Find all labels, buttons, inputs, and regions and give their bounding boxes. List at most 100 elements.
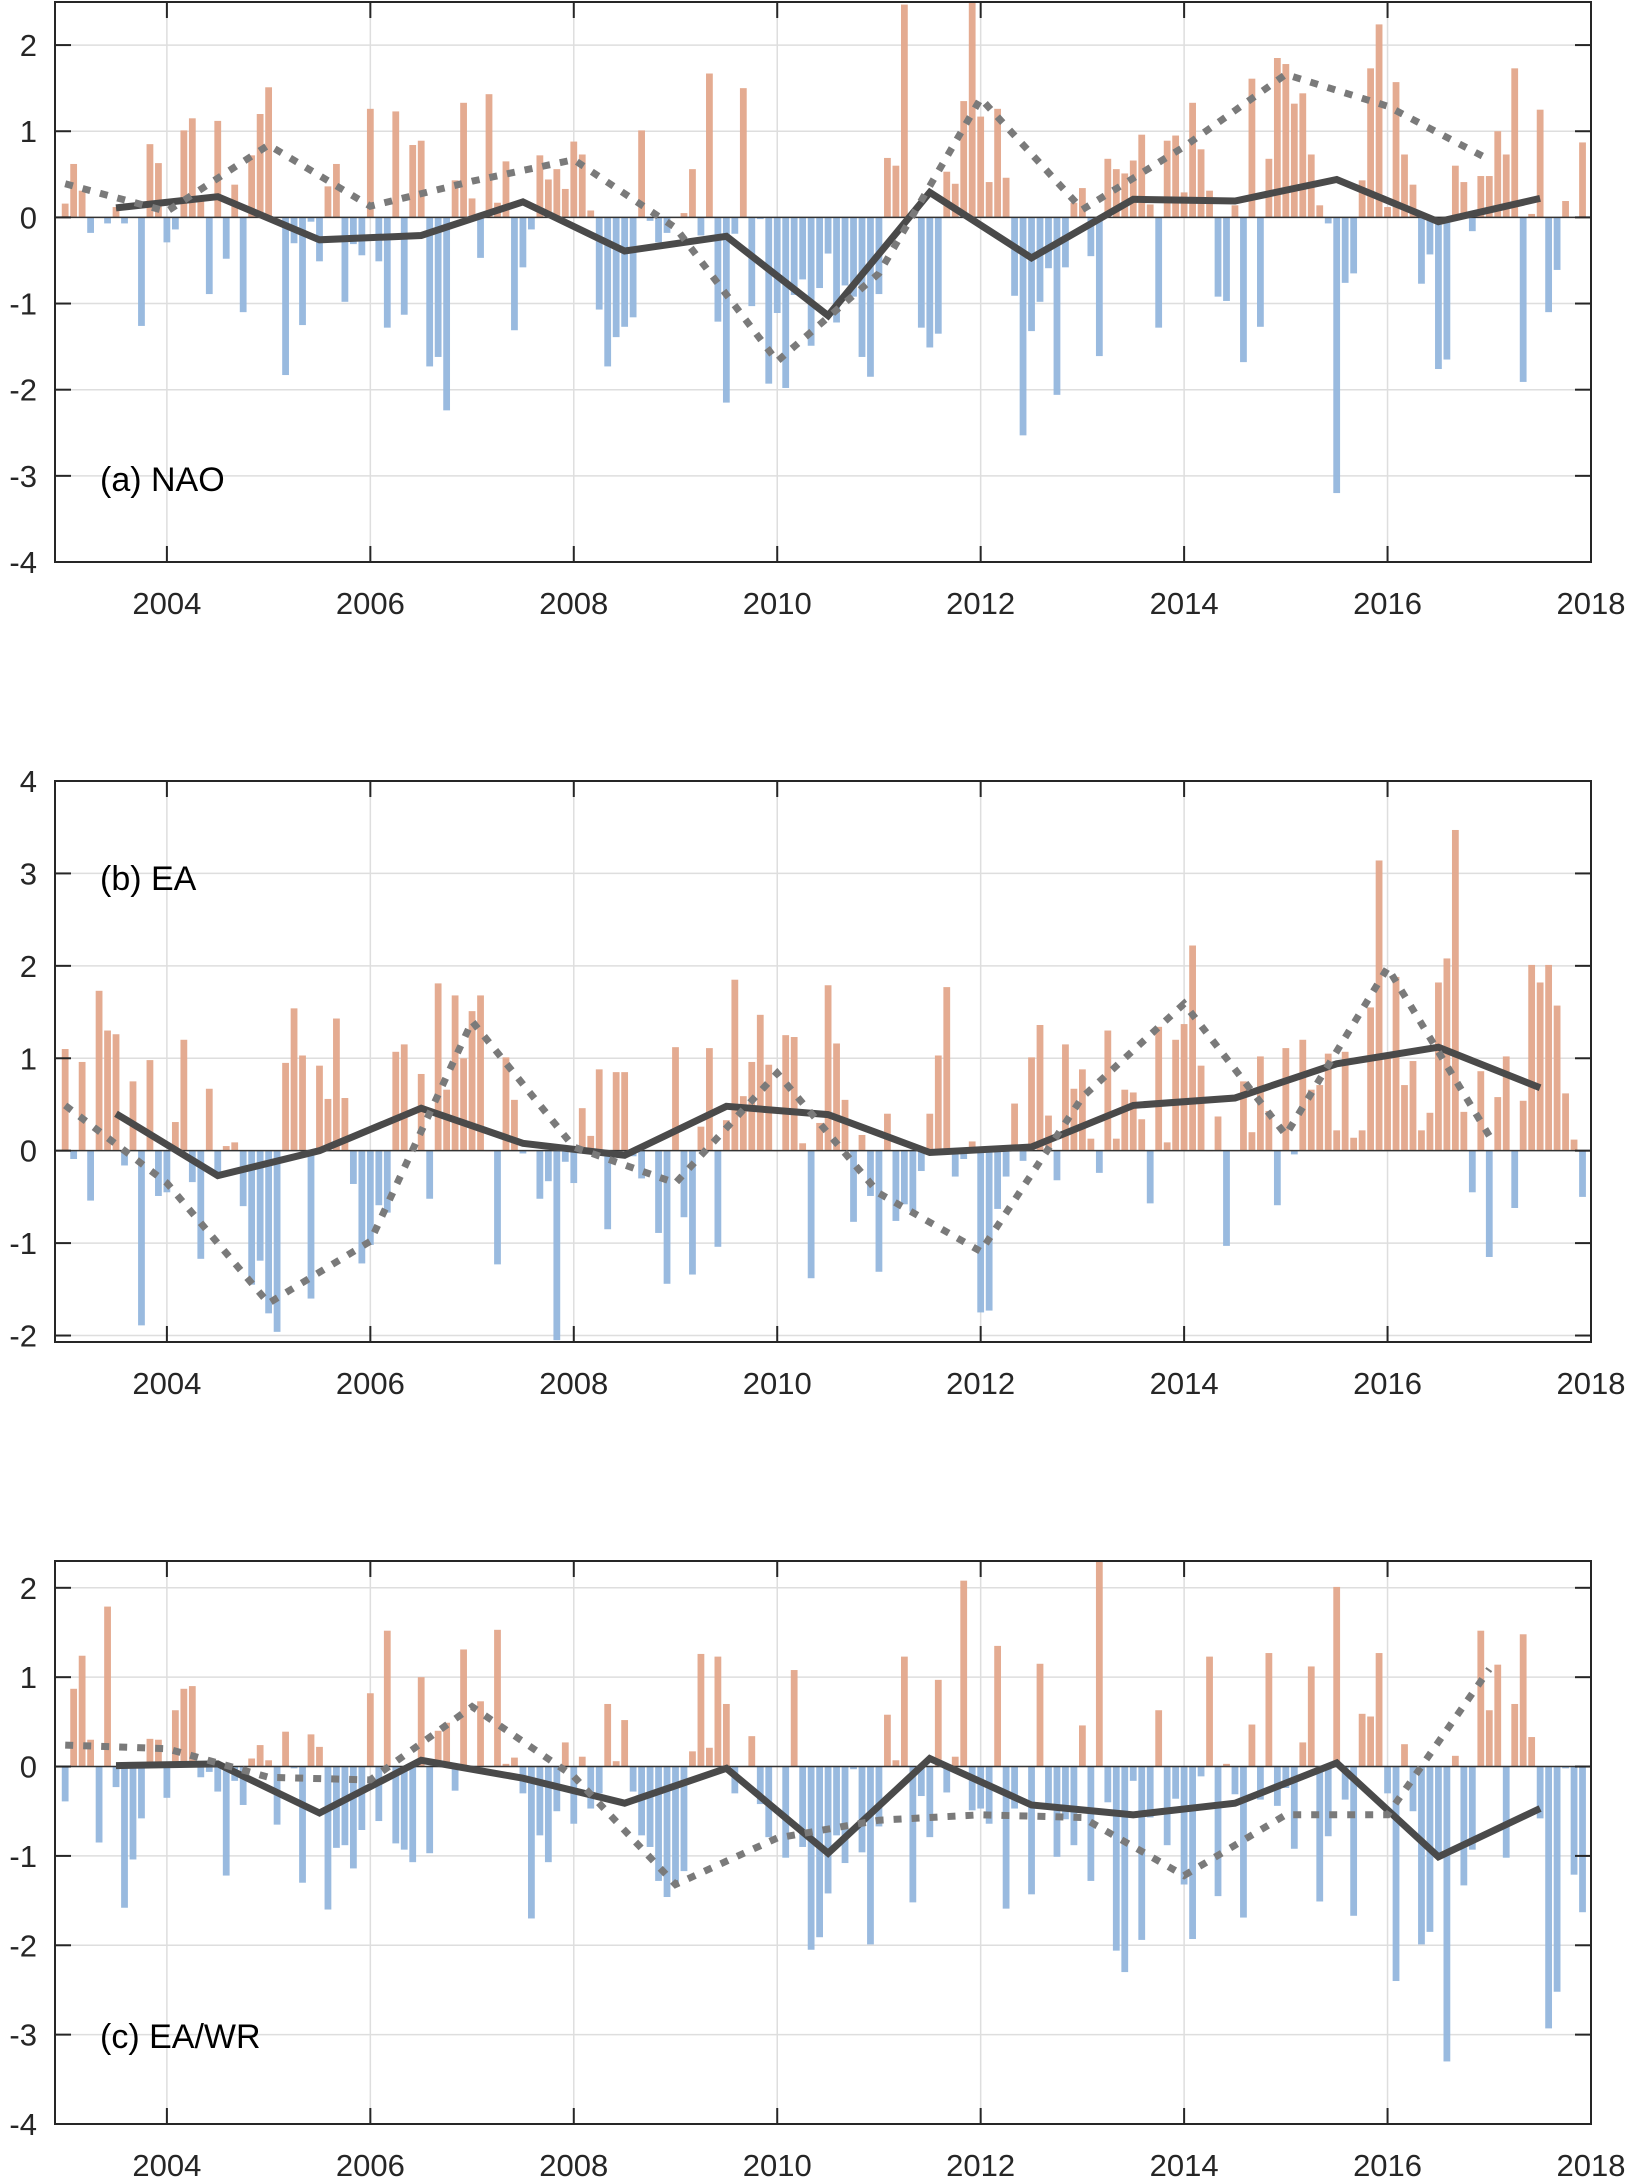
bar-positive [477,1701,484,1767]
bar-negative [587,1766,595,1809]
bar-positive [1087,1138,1095,1151]
bar-negative [349,217,357,245]
x-tick-label: 2014 [1150,2148,1219,2182]
bar-negative [392,1766,400,1844]
bar-positive [612,1072,620,1151]
bar-positive [1121,173,1129,218]
bar-positive [900,1656,908,1767]
bar-positive [502,161,510,218]
bar-negative [756,1766,764,1805]
bar-negative [604,1150,612,1230]
bar-positive [553,169,561,218]
series-lines [65,1667,1542,1889]
bar-positive [1197,149,1205,218]
bar-negative [307,217,315,222]
bar-positive [951,183,959,218]
bar-negative [299,217,306,326]
bar-positive [1358,1713,1366,1767]
bar-negative [434,217,442,357]
panel-nao: -4 -3 -2 -1 0 1 2 2004 2006 2008 2010 2012 2014 2016 2… [9,1,1625,621]
bar-positive [604,1703,612,1767]
bar-positive [1528,1737,1536,1767]
x-tick-label: 2014 [1150,1366,1219,1401]
bar-negative [1468,217,1476,232]
bar-negative [341,217,349,302]
bar-negative [1062,1766,1069,1820]
x-tick-label: 2008 [539,2148,608,2182]
bar-negative [1240,217,1247,363]
bar-negative [646,217,654,221]
bar-negative [536,1150,544,1199]
bar-negative [731,1766,739,1794]
bar-positive [1477,176,1485,218]
bar-negative [104,217,111,224]
bar-positive [248,155,256,218]
bar-positive [1002,177,1010,218]
bar-negative [714,1150,722,1247]
bar-positive [790,1037,798,1151]
bar-negative [1350,217,1358,274]
bar-positive [112,1034,120,1151]
bar-negative [70,1150,78,1160]
bar-positive [61,1049,69,1151]
bar-negative [934,217,942,334]
y-tick-label: 1 [20,1660,37,1695]
bar-positive [1070,1088,1078,1151]
bar-positive [1460,182,1468,218]
bar-positive [434,983,442,1151]
bar-negative [680,1150,688,1218]
y-tick-label: 2 [20,28,37,63]
bar-positive [494,1629,501,1767]
bar-negative [1435,217,1442,370]
bar-negative [324,1766,332,1910]
bar-positive [171,1710,179,1767]
bar-positive [205,1088,213,1151]
bar-positive [265,1760,273,1767]
bar-negative [875,1150,883,1272]
bar-positive [1511,1703,1519,1767]
x-tick-label: 2018 [1557,1366,1626,1401]
bar-positive [78,1655,86,1767]
x-tick-label: 2006 [336,586,405,621]
y-tick-label: 0 [20,1750,37,1785]
bar-positive [1384,207,1391,218]
bar-positive [1129,1092,1137,1151]
bar-negative [807,1150,815,1279]
bar-negative [722,217,730,403]
bar-negative [1435,1766,1442,1854]
bar-positive [985,182,993,218]
bar-negative [366,1150,374,1245]
y-tick-label: 3 [20,856,37,891]
bar-negative [1545,217,1553,313]
bar-negative [519,1150,527,1154]
bar-positive [451,995,459,1151]
bar-negative [917,1766,925,1797]
y-tick-label: -1 [9,287,37,322]
bar-negative [985,1150,993,1311]
bar-negative [850,1150,857,1222]
bar-negative [1324,1766,1332,1837]
bar-negative [222,1766,230,1876]
bar-positive [417,1073,425,1151]
y-tick-label: 1 [20,1041,37,1076]
bar-negative [1045,1766,1052,1809]
bar-positive [1172,1039,1180,1151]
bar-positive [104,1030,111,1151]
bar-negative [239,217,247,313]
bar-negative [121,1150,128,1166]
bar-positive [782,1035,790,1151]
bar-negative [349,1766,357,1869]
bar-positive [1316,205,1324,218]
bar-positive [1401,1085,1408,1151]
bar-negative [1223,1150,1230,1246]
bar-negative [1502,1766,1510,1858]
bar-positive [1519,1100,1527,1151]
x-tick-label: 2010 [743,2148,812,2182]
bar-positive [477,995,484,1151]
bar-positive [1079,188,1086,218]
bar-negative [748,217,756,307]
bar-positive [1299,93,1307,218]
y-tick-label: -2 [9,1319,37,1354]
monthly-bars [61,1561,1586,2062]
bar-positive [87,1739,94,1767]
